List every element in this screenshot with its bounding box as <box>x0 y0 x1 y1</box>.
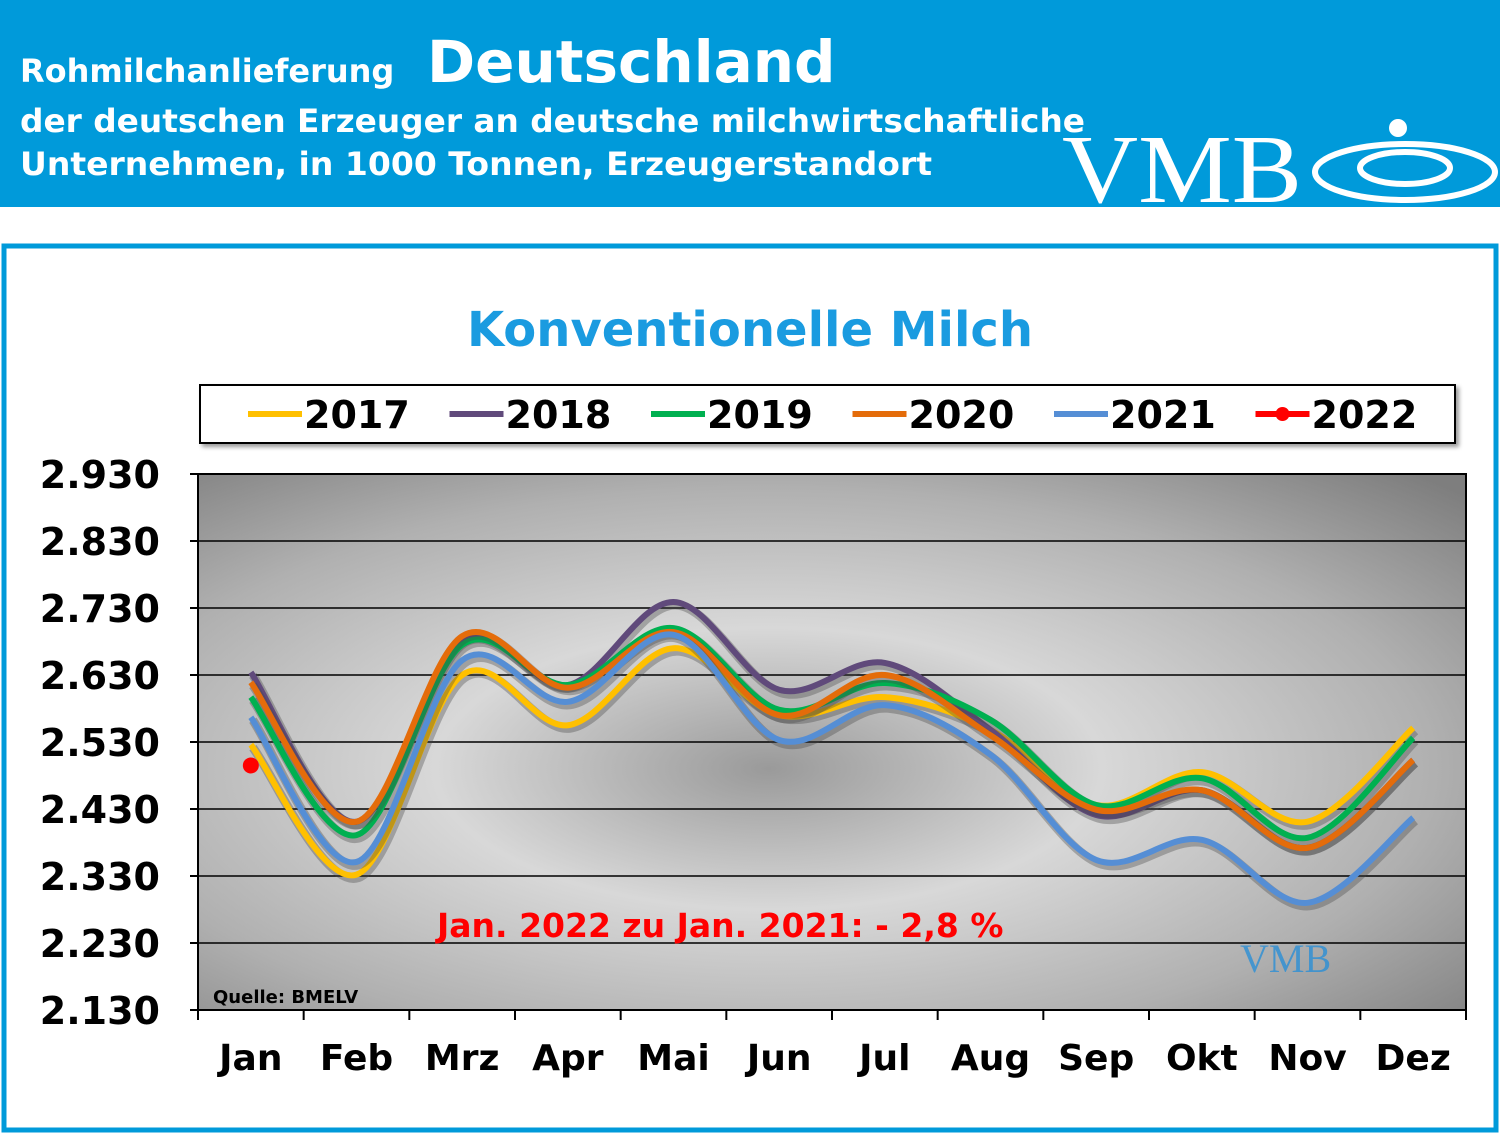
legend-label: 2017 <box>304 393 410 437</box>
x-tick-label: Feb <box>320 1038 393 1079</box>
y-tick-label: 2.430 <box>40 788 160 832</box>
x-tick-label: Dez <box>1376 1038 1451 1079</box>
x-tick-label: Jun <box>744 1038 812 1079</box>
x-tick-label: Okt <box>1166 1038 1238 1079</box>
y-tick-label: 2.530 <box>40 721 160 765</box>
header-band <box>0 0 1500 207</box>
source: Quelle: BMELV <box>213 987 358 1008</box>
header-subtitle: der deutschen Erzeuger an deutsche milch… <box>20 102 1085 140</box>
header-subtitle: Unternehmen, in 1000 Tonnen, Erzeugersta… <box>20 145 932 183</box>
legend-label: 2020 <box>909 393 1015 437</box>
x-tick-label: Sep <box>1058 1038 1134 1079</box>
annotation: Jan. 2022 zu Jan. 2021: - 2,8 % <box>435 906 1003 945</box>
x-tick-label: Mai <box>637 1038 709 1079</box>
series-line <box>248 629 1416 851</box>
y-tick-label: 2.730 <box>40 587 160 631</box>
legend-label: 2019 <box>707 393 813 437</box>
legend-marker <box>1275 407 1290 421</box>
y-tick-label: 2.130 <box>40 989 160 1033</box>
logo-swoosh <box>1312 119 1498 203</box>
x-tick-label: Aug <box>951 1038 1030 1079</box>
watermark: VMB <box>1240 936 1331 981</box>
logo: VMB <box>1062 116 1302 224</box>
legend-box <box>199 384 1456 444</box>
series-line <box>248 631 1416 906</box>
y-tick-label: 2.830 <box>40 520 160 564</box>
x-tick-label: Apr <box>532 1038 604 1079</box>
series-line <box>248 625 1416 842</box>
legend-label: 2022 <box>1312 393 1418 437</box>
chart-title: Konventionelle Milch <box>467 302 1033 358</box>
x-tick-label: Jan <box>216 1038 282 1079</box>
legend-label: 2018 <box>506 393 612 437</box>
x-tick-label: Nov <box>1268 1038 1346 1079</box>
point <box>242 757 259 774</box>
legend-label: 2021 <box>1110 393 1216 437</box>
y-tick-label: 2.230 <box>40 922 160 966</box>
header-title-large: Deutschland <box>427 28 836 96</box>
y-tick-label: 2.930 <box>40 453 160 497</box>
header-title-small: Rohmilchanlieferung <box>20 52 394 90</box>
y-tick-label: 2.630 <box>40 654 160 698</box>
x-tick-label: Jul <box>856 1038 910 1079</box>
x-tick-label: Mrz <box>425 1038 500 1079</box>
y-tick-label: 2.330 <box>40 855 160 899</box>
